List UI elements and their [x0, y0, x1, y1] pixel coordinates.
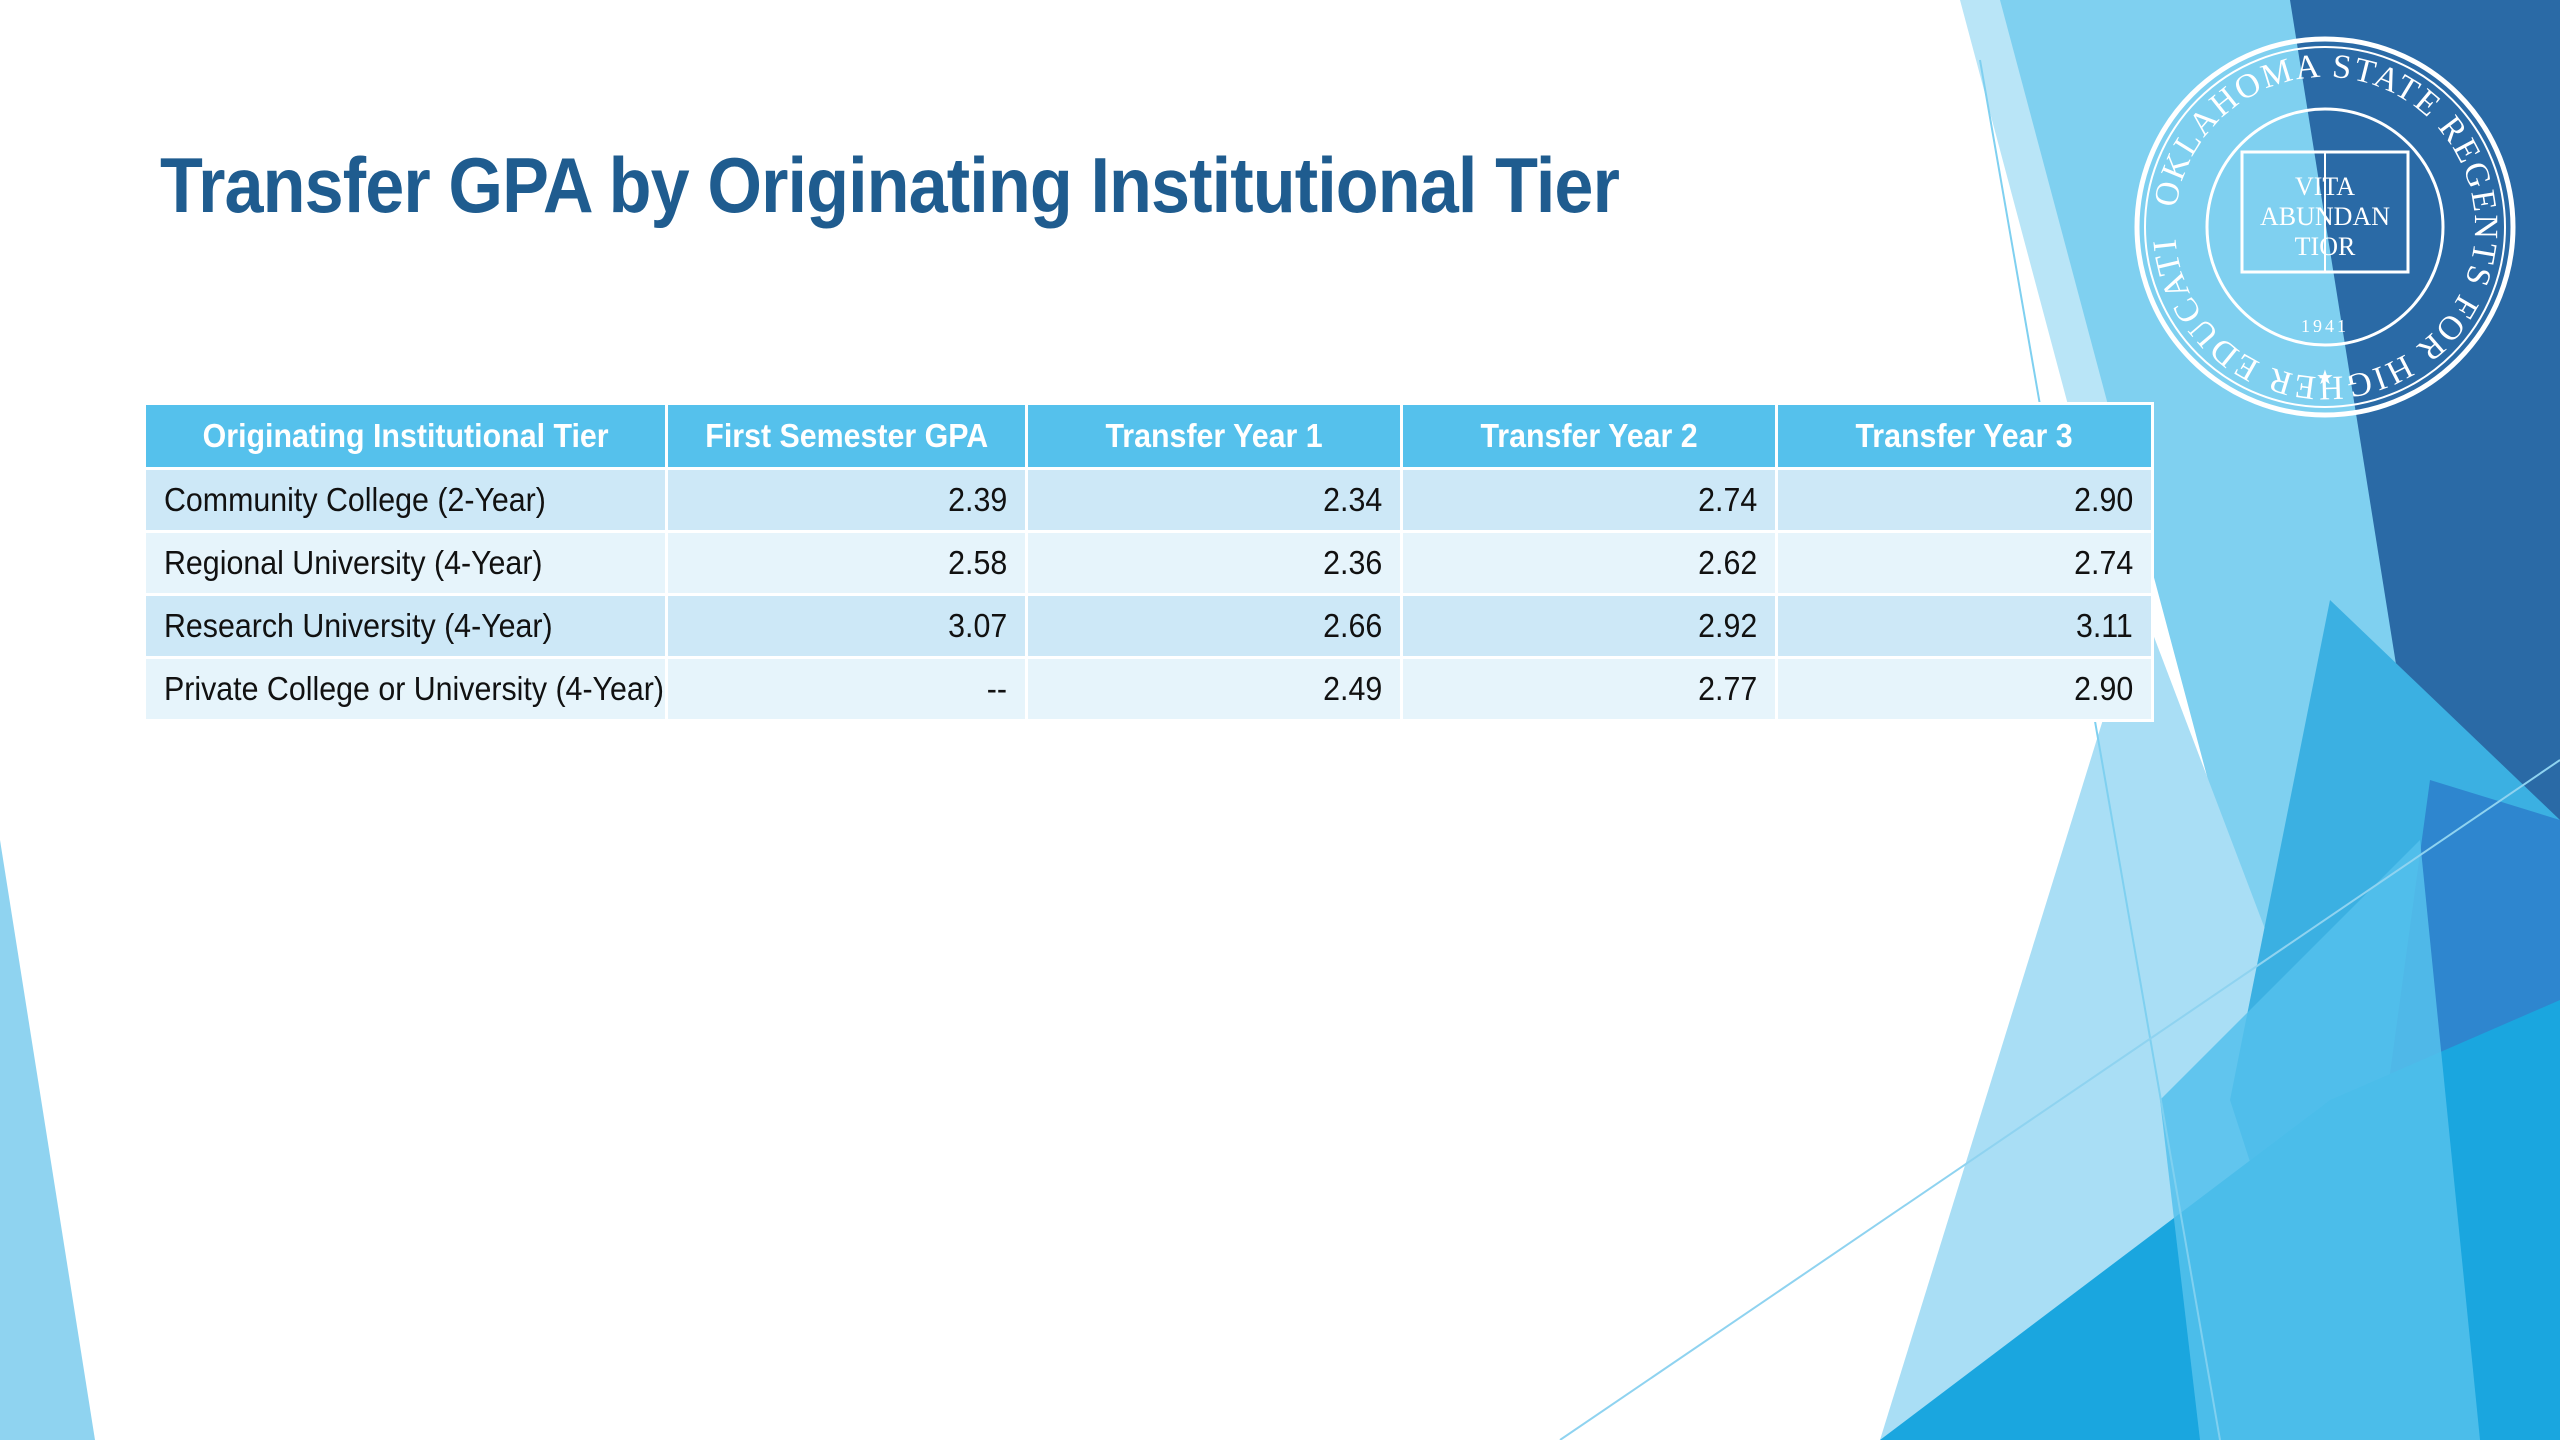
- gpa-cell: 2.74: [1400, 467, 1778, 533]
- gpa-table: Originating Institutional Tier First Sem…: [143, 402, 2154, 722]
- star-icon: ★: [2316, 365, 2334, 389]
- header-originating-tier: Originating Institutional Tier: [143, 402, 668, 470]
- header-first-semester-gpa: First Semester GPA: [665, 402, 1028, 470]
- gpa-cell: 2.58: [665, 530, 1028, 596]
- gpa-cell: 2.77: [1400, 656, 1778, 722]
- gpa-cell: 3.11: [1775, 593, 2154, 659]
- table-row: Community College (2-Year) 2.39 2.34 2.7…: [143, 467, 2154, 533]
- seal-year: 1941: [2301, 316, 2349, 336]
- seal-motto-line-2: ABUNDAN: [2260, 202, 2390, 231]
- gpa-cell: 2.90: [1775, 656, 2154, 722]
- gpa-cell: 2.39: [665, 467, 1028, 533]
- header-transfer-year-1: Transfer Year 1: [1025, 402, 1403, 470]
- gpa-cell: 2.66: [1025, 593, 1403, 659]
- tier-cell: Research University (4-Year): [143, 593, 668, 659]
- gpa-cell: 3.07: [665, 593, 1028, 659]
- gpa-cell: 2.34: [1025, 467, 1403, 533]
- seal-motto-line-1: VITA: [2295, 172, 2355, 201]
- gpa-cell: --: [665, 656, 1028, 722]
- seal-motto-line-3: TIOR: [2295, 232, 2356, 261]
- gpa-cell: 2.62: [1400, 530, 1778, 596]
- table-row: Research University (4-Year) 3.07 2.66 2…: [143, 593, 2154, 659]
- gpa-cell: 2.74: [1775, 530, 2154, 596]
- regents-seal-logo: OKLAHOMA STATE REGENTS FOR HIGHER EDUCAT…: [2130, 32, 2516, 418]
- tier-cell: Private College or University (4-Year): [143, 656, 668, 722]
- tier-cell: Community College (2-Year): [143, 467, 668, 533]
- table-header-row: Originating Institutional Tier First Sem…: [143, 402, 2154, 470]
- tier-cell: Regional University (4-Year): [143, 530, 668, 596]
- table-row: Private College or University (4-Year) -…: [143, 656, 2154, 722]
- gpa-table-container: Originating Institutional Tier First Sem…: [143, 402, 2154, 722]
- header-transfer-year-3: Transfer Year 3: [1775, 402, 2154, 470]
- gpa-cell: 2.49: [1025, 656, 1403, 722]
- gpa-cell: 2.36: [1025, 530, 1403, 596]
- header-transfer-year-2: Transfer Year 2: [1400, 402, 1778, 470]
- table-row: Regional University (4-Year) 2.58 2.36 2…: [143, 530, 2154, 596]
- slide-title: Transfer GPA by Originating Institutiona…: [160, 141, 1620, 229]
- gpa-cell: 2.90: [1775, 467, 2154, 533]
- gpa-cell: 2.92: [1400, 593, 1778, 659]
